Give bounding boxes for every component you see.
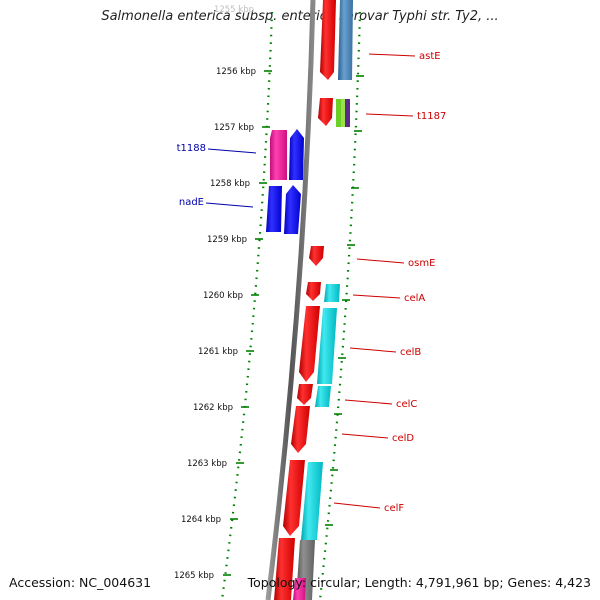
kbp-label: 1261 kbp	[198, 347, 238, 357]
gene-celF-track2[interactable]	[301, 462, 323, 540]
gene-celD[interactable]	[291, 406, 310, 453]
gene-t1187-track2-green[interactable]	[336, 99, 341, 127]
gene-label-celC[interactable]: celC	[396, 399, 417, 410]
gene-celC-forward[interactable]	[297, 384, 313, 405]
gene-label-celA[interactable]: celA	[404, 293, 425, 304]
gene-celB-track2[interactable]	[317, 308, 337, 384]
gene-t1187-forward[interactable]	[318, 98, 333, 126]
gene-label-celD[interactable]: celD	[392, 433, 414, 444]
inner-dotted-ruler	[220, 11, 274, 600]
kbp-label: 1262 kbp	[193, 403, 233, 413]
genome-backbone	[265, 0, 316, 600]
gene-celA-forward[interactable]	[306, 282, 321, 301]
gene-label-nadE[interactable]: nadE	[179, 197, 204, 208]
secondary-track[interactable]	[293, 0, 353, 600]
kbp-label-group: 1255 kbp 1256 kbp 1257 kbp 1258 kbp 1259…	[174, 5, 256, 581]
gene-bottom-forward[interactable]	[274, 538, 295, 600]
gene-labels: astE t1187 osmE celA celB celC celD celF…	[177, 51, 447, 514]
gene-t1187-track2-purple[interactable]	[345, 99, 350, 127]
kbp-label: 1263 kbp	[187, 459, 227, 469]
kbp-label: 1257 kbp	[214, 123, 254, 133]
topology-summary: Topology: circular; Length: 4,791,961 bp…	[247, 575, 591, 590]
map-title: Salmonella enterica subsp. enterica sero…	[101, 9, 499, 24]
gene-celA-track2[interactable]	[324, 284, 340, 302]
gene-celB-forward[interactable]	[299, 306, 320, 382]
gene-t1188-blue[interactable]	[289, 129, 304, 180]
kbp-label: 1264 kbp	[181, 515, 221, 525]
gene-astE-forward[interactable]	[320, 0, 336, 80]
outer-ticks	[325, 75, 364, 526]
label-connectors	[205, 53, 416, 509]
forward-genes[interactable]	[274, 0, 336, 600]
reverse-genes[interactable]	[266, 129, 304, 234]
gene-label-t1188[interactable]: t1188	[177, 143, 206, 154]
kbp-label: 1265 kbp	[174, 571, 214, 581]
kbp-ticks	[223, 70, 272, 576]
kbp-label: 1256 kbp	[216, 67, 256, 77]
gene-bottom-track2-magenta[interactable]	[293, 578, 306, 600]
kbp-label: 1260 kbp	[203, 291, 243, 301]
gene-label-celF[interactable]: celF	[384, 503, 404, 514]
gene-celC-track2[interactable]	[315, 386, 331, 407]
gene-label-osmE[interactable]: osmE	[408, 258, 435, 269]
gene-label-astE[interactable]: astE	[419, 51, 441, 62]
gene-celF-forward[interactable]	[283, 460, 305, 536]
accession-text: Accession: NC_004631	[9, 575, 152, 590]
gene-osmE[interactable]	[309, 246, 324, 266]
gene-t1188-magenta[interactable]	[270, 130, 287, 180]
gene-nadE-blue-1[interactable]	[266, 186, 282, 232]
gene-label-celB[interactable]: celB	[400, 347, 421, 358]
kbp-label: 1258 kbp	[210, 179, 250, 189]
kbp-label: 1255 kbp	[214, 5, 254, 15]
kbp-label: 1259 kbp	[207, 235, 247, 245]
gene-t1187-track2-lime[interactable]	[341, 99, 345, 127]
gene-nadE-blue-2[interactable]	[284, 185, 301, 234]
gene-astE-track2[interactable]	[338, 0, 353, 80]
gene-label-t1187[interactable]: t1187	[417, 111, 446, 122]
